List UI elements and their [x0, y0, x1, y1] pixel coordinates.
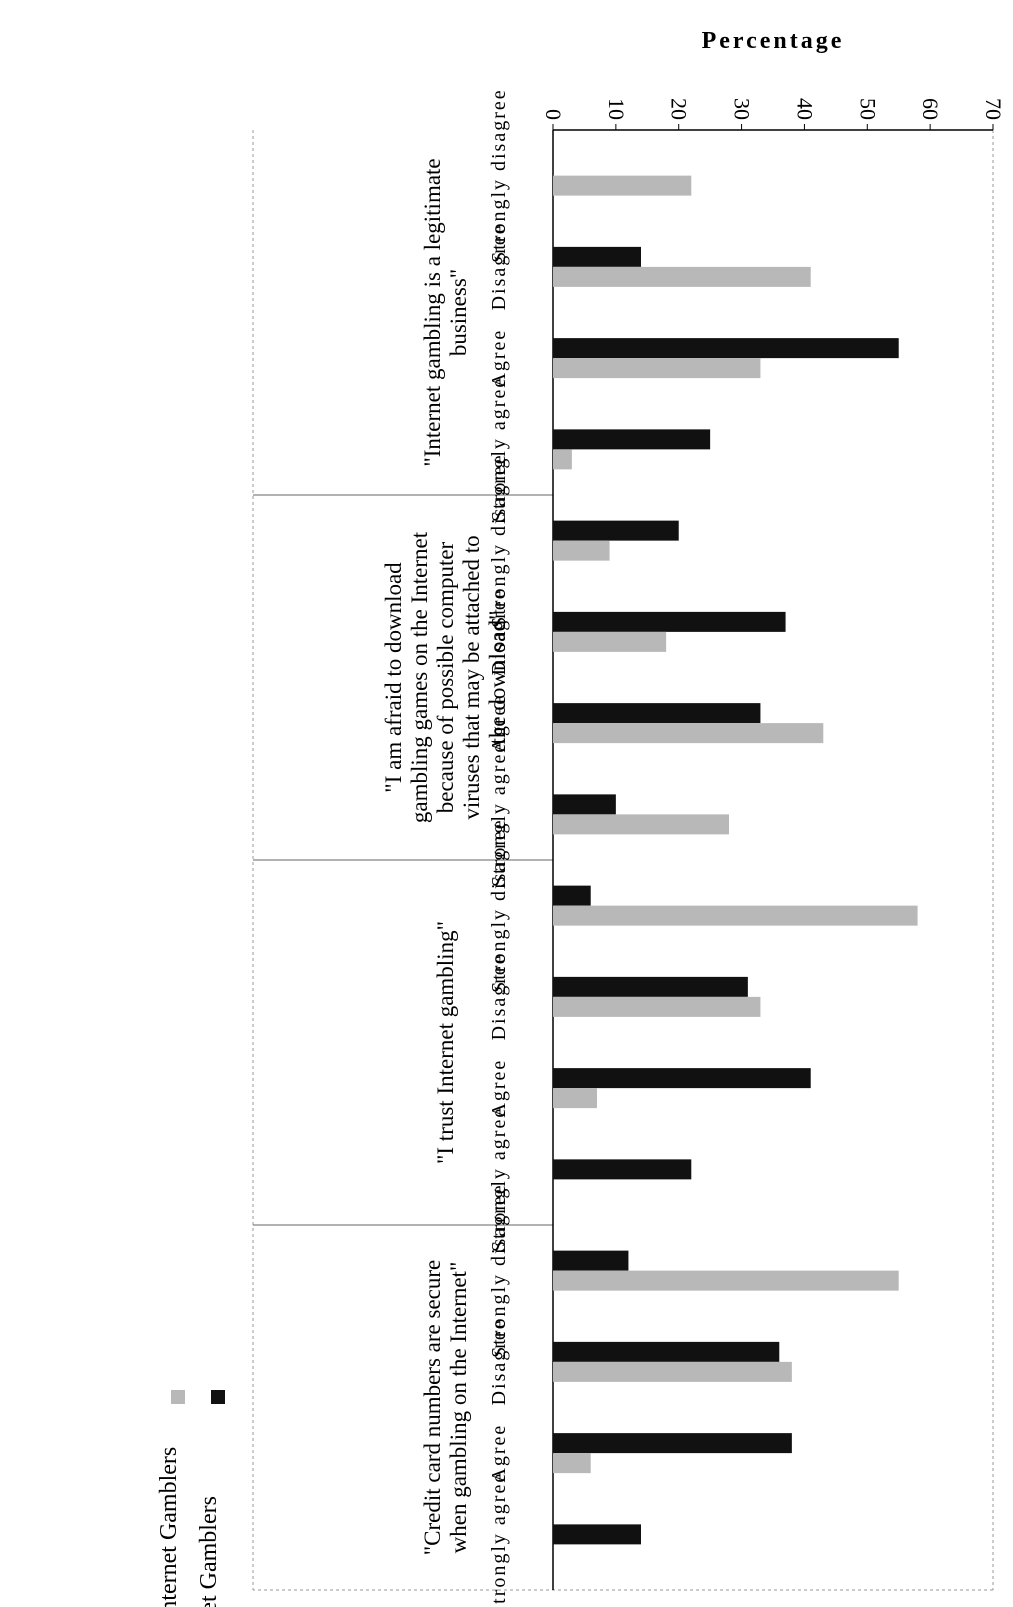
statement-label-line: "Internet gambling is a legitimate	[420, 158, 445, 466]
plot-frame	[252, 130, 994, 1591]
statement-label-line: business"	[446, 269, 471, 356]
statement-group: "Credit card numbers are secure when gamb…	[420, 1260, 471, 1555]
internet-gamblers-bar	[553, 794, 616, 815]
x-category-label: Strongly agree	[488, 742, 510, 887]
statement-label-line: "I am afraid to download	[381, 562, 406, 793]
statement-group: "I trust Internet gambling"	[433, 921, 458, 1164]
x-category-label: Strongly agree	[488, 1472, 510, 1607]
internet-gamblers-bar	[552, 338, 899, 359]
y-tick-label: 60	[918, 98, 943, 120]
bars	[552, 175, 918, 1545]
statement-label-line: "I trust Internet gambling"	[433, 921, 458, 1164]
y-tick-label: 10	[604, 98, 629, 120]
legend-swatch	[171, 1390, 185, 1404]
statement-group: "Internet gambling is a legitimate busine…	[420, 158, 471, 466]
non-internet-gamblers-bar	[552, 175, 692, 196]
non-internet-gamblers-bar	[553, 723, 824, 744]
statement-labels: "Internet gambling is a legitimate busine…	[381, 158, 510, 1555]
non-internet-gamblers-bar	[552, 1270, 899, 1291]
legend: Internet Gamblers Non-Internet Gamblers	[156, 1390, 225, 1607]
non-internet-gamblers-bar	[553, 540, 610, 561]
statement-label-line: viruses that may be attached to	[459, 535, 484, 819]
x-category-label: Strongly agree	[488, 1107, 510, 1252]
x-category-label: Strongly agree	[488, 377, 510, 522]
legend-swatch	[211, 1390, 225, 1404]
y-axis: 0 10 20 30 40 50 60 70 Percentage	[541, 28, 1006, 1590]
x-category-label: Disagree	[488, 1318, 510, 1405]
non-internet-gamblers-bar	[552, 631, 667, 652]
internet-gamblers-bar	[553, 1433, 792, 1454]
x-category-label: Disagree	[488, 588, 510, 675]
statement-label-line: the download"	[485, 611, 510, 745]
x-category-label: Agree	[488, 1059, 510, 1118]
x-category-label: Disagree	[488, 223, 510, 310]
x-category-label: Strongly disagree	[488, 1183, 510, 1358]
statement-label-line: because of possible computer	[433, 541, 458, 813]
statement-group: "I am afraid to download gambling games o…	[381, 531, 510, 823]
internet-gamblers-bar	[552, 1159, 692, 1180]
statement-label-line: "Credit card numbers are secure	[420, 1260, 445, 1555]
legend-label: Non-Internet Gamblers	[156, 1447, 182, 1607]
x-category-label: Agree	[488, 694, 510, 753]
non-internet-gamblers-bar	[553, 1361, 792, 1382]
internet-gamblers-bar	[552, 1068, 811, 1089]
internet-gamblers-bar	[553, 1524, 641, 1545]
x-category-label: Agree	[488, 1424, 510, 1483]
non-internet-gamblers-bar	[553, 814, 729, 835]
non-internet-gamblers-bar	[553, 1453, 591, 1474]
internet-gamblers-bar	[552, 1250, 629, 1271]
x-category-label: Agree	[488, 329, 510, 388]
y-tick-label: 0	[541, 109, 566, 120]
y-tick-label: 30	[730, 98, 755, 120]
x-category-label: Strongly disagree	[488, 818, 510, 993]
x-category-label: Disagree	[488, 953, 510, 1040]
legend-label: Internet Gamblers	[196, 1496, 222, 1607]
non-internet-gamblers-bar	[552, 905, 918, 926]
x-category-label: Strongly disagree	[488, 453, 510, 628]
statement-label-line: gambling games on the Internet	[407, 531, 432, 823]
internet-gamblers-bar	[553, 520, 679, 541]
internet-gamblers-bar	[553, 703, 761, 724]
y-axis-title: Percentage	[702, 28, 845, 54]
internet-gamblers-bar	[553, 429, 711, 450]
internet-gamblers-bar	[553, 611, 786, 632]
y-tick-label: 70	[981, 98, 1006, 120]
non-internet-gamblers-bar	[553, 449, 572, 470]
non-internet-gamblers-bar	[553, 358, 761, 379]
internet-gamblers-bar	[553, 1341, 780, 1362]
internet-gamblers-bar	[553, 976, 748, 997]
y-tick-label: 50	[855, 98, 880, 120]
internet-gamblers-bar	[553, 246, 641, 267]
non-internet-gamblers-bar	[553, 1088, 597, 1109]
y-tick-label: 40	[792, 98, 817, 120]
non-internet-gamblers-bar	[553, 996, 761, 1017]
x-category-label: Strongly disagree	[488, 88, 510, 263]
non-internet-gamblers-bar	[552, 266, 811, 287]
internet-gamblers-bar	[553, 885, 591, 906]
y-tick-label: 20	[667, 98, 692, 120]
statement-label-line: when gambling on the Internet"	[446, 1262, 471, 1554]
